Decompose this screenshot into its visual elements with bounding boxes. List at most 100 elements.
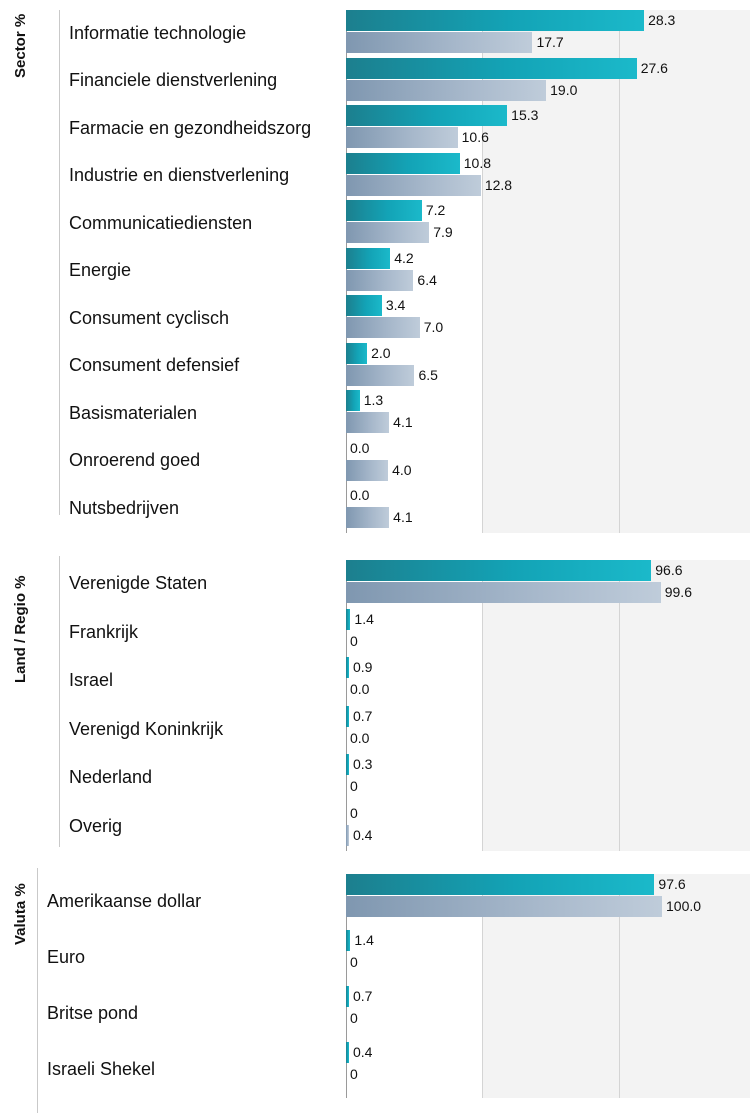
bar-benchmark: [346, 824, 349, 846]
value-label: 0.3: [353, 756, 373, 772]
category-label: Consument cyclisch: [69, 307, 230, 328]
value-label: 12.8: [484, 176, 513, 193]
value-label: 4.1: [393, 414, 413, 430]
chart-title: Sector %: [12, 13, 29, 78]
gridline: [619, 10, 620, 533]
value-label: 7.0: [423, 319, 444, 335]
value-label: 27.6: [640, 59, 668, 76]
bar-benchmark: [346, 32, 533, 53]
bar-fund: [346, 560, 652, 581]
gridline: [619, 560, 620, 851]
value-label: 2.0: [371, 344, 391, 361]
value-label: 10.8: [463, 154, 491, 171]
category-label: Israel: [69, 670, 114, 691]
bar-benchmark: [346, 582, 661, 603]
value-label: 7.9: [433, 224, 453, 240]
bar-benchmark: [346, 317, 420, 338]
value-label: 0: [350, 804, 358, 821]
value-label: 0: [350, 632, 358, 649]
bar-fund: [346, 152, 460, 174]
bar-benchmark: [346, 412, 390, 433]
gridline: [619, 874, 620, 1098]
bar-fund: [346, 705, 349, 727]
category-label: Verenigde Staten: [69, 573, 208, 594]
bar-benchmark: [346, 364, 415, 386]
value-label: 15.3: [511, 107, 539, 123]
bar-fund: [346, 1042, 349, 1063]
value-label: 99.6: [664, 584, 692, 600]
bar-benchmark: [346, 459, 389, 481]
category-label: Farmacie en gezondheidszorg: [69, 117, 312, 138]
value-label: 0.7: [353, 988, 373, 1004]
panel-divider: [59, 10, 60, 515]
value-label: 4.1: [393, 509, 413, 525]
value-label: 3.4: [385, 297, 406, 313]
value-label: 1.3: [363, 392, 384, 408]
gridline: [482, 10, 483, 533]
value-label: 0: [350, 954, 358, 970]
value-label: 4.2: [394, 249, 414, 266]
bar-benchmark: [346, 79, 547, 101]
chart-title: Valuta %: [12, 883, 29, 945]
bar-fund: [346, 986, 349, 1007]
value-label: 0.7: [353, 707, 373, 724]
category-label: Onroerend goed: [69, 450, 201, 471]
category-label: Frankrijk: [69, 621, 139, 642]
category-label: Nederland: [69, 767, 153, 788]
value-label: 10.6: [461, 129, 489, 145]
category-label: Euro: [47, 947, 86, 967]
category-label: Financiele dienstverlening: [69, 70, 278, 91]
bar-fund: [346, 57, 637, 79]
bar-benchmark: [346, 174, 481, 196]
category-label: Amerikaanse dollar: [47, 891, 202, 911]
category-label: Britse pond: [47, 1003, 139, 1023]
category-label: Energie: [69, 260, 132, 281]
bar-fund: [346, 10, 645, 31]
bar-benchmark: [346, 269, 414, 291]
bar-fund: [346, 390, 360, 411]
value-label: 1.4: [354, 932, 374, 948]
value-label: 28.3: [648, 12, 676, 28]
bar-fund: [346, 247, 391, 269]
bar-fund: [346, 342, 368, 364]
value-label: 0.4: [353, 1044, 373, 1060]
bar-fund: [346, 608, 351, 630]
bar-fund: [346, 200, 422, 221]
category-label: Informatie technologie: [69, 22, 247, 43]
value-label: 7.2: [425, 202, 446, 218]
value-label: 0.0: [350, 439, 370, 456]
bar-fund: [346, 295, 382, 316]
value-label: 0.0: [350, 729, 370, 746]
category-label: Nutsbedrijven: [69, 497, 180, 518]
category-label: Basismaterialen: [69, 402, 198, 423]
value-label: 0: [350, 1066, 358, 1082]
value-label: 1.4: [354, 610, 374, 627]
value-label: 4.0: [392, 461, 412, 478]
value-label: 0.9: [353, 659, 373, 675]
chart-title: Land / Regio %: [12, 575, 29, 683]
value-label: 0: [350, 1010, 358, 1026]
panel-divider: [59, 556, 60, 847]
value-label: 0.4: [353, 826, 373, 843]
category-label: Industrie en dienstverlening: [69, 165, 290, 186]
category-label: Consument defensief: [69, 355, 240, 376]
value-label: 17.7: [536, 34, 564, 50]
bar-fund: [346, 754, 349, 775]
value-label: 0.0: [350, 487, 370, 503]
bar-benchmark: [346, 507, 390, 528]
bar-benchmark: [346, 127, 458, 148]
category-label: Israeli Shekel: [47, 1059, 156, 1079]
gridline: [482, 560, 483, 851]
category-label: Overig: [69, 815, 123, 836]
bar-benchmark: [346, 896, 662, 917]
gridline: [482, 874, 483, 1098]
value-label: 100.0: [666, 898, 702, 914]
value-label: 0.0: [350, 681, 370, 697]
category-label: Communicatiediensten: [69, 212, 253, 233]
bar-benchmark: [346, 222, 430, 243]
bar-fund: [346, 105, 508, 126]
value-label: 96.6: [655, 562, 683, 578]
value-label: 6.5: [418, 366, 438, 383]
plot-background: [482, 560, 750, 851]
value-label: 0: [350, 778, 358, 794]
